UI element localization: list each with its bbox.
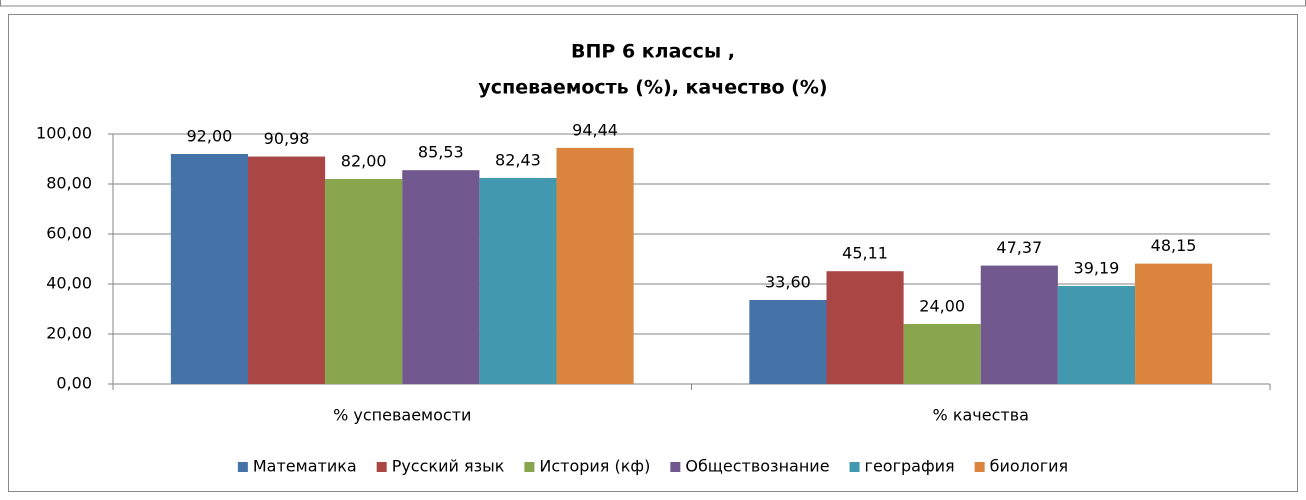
value-label: 48,15 (1151, 236, 1197, 255)
y-tick-label: 80,00 (46, 174, 92, 193)
legend-swatch (849, 462, 860, 472)
bar (826, 271, 904, 384)
value-label: 90,98 (264, 129, 310, 148)
bar (325, 179, 403, 384)
value-label: 85,53 (418, 143, 464, 162)
value-label: 82,43 (495, 150, 541, 169)
chart-title: успеваемость (%), качество (%) (478, 77, 827, 99)
bar (903, 324, 981, 384)
value-label: 39,19 (1074, 259, 1120, 278)
value-label: 94,44 (572, 120, 618, 139)
value-label: 33,60 (765, 273, 811, 292)
bar (1135, 263, 1213, 384)
legend-swatch (974, 462, 985, 472)
chart-title: ВПР 6 классы , (571, 41, 735, 63)
x-tick-label: % успеваемости (333, 406, 471, 425)
legend-label: биология (990, 457, 1069, 476)
bar (402, 170, 480, 384)
y-tick-label: 20,00 (46, 324, 92, 343)
value-label: 82,00 (341, 152, 387, 171)
legend-swatch (670, 462, 681, 472)
bar (980, 265, 1058, 384)
legend-swatch (524, 462, 535, 472)
value-label: 47,37 (996, 238, 1042, 257)
legend-swatch (376, 462, 387, 472)
bar (247, 156, 326, 384)
y-tick-label: 60,00 (46, 224, 92, 243)
legend-label: Русский язык (392, 457, 505, 476)
bar (1057, 286, 1136, 384)
legend-label: История (кф) (539, 457, 650, 476)
value-label: 45,11 (842, 244, 888, 263)
legend-label: Обществознание (685, 457, 829, 476)
value-label: 24,00 (919, 297, 965, 316)
y-tick-label: 100,00 (36, 124, 92, 143)
bar (556, 147, 634, 384)
legend-swatch (237, 462, 248, 472)
legend-label: Математика (253, 457, 357, 476)
outer-frame (0, 0, 1306, 7)
y-tick-label: 40,00 (46, 274, 92, 293)
legend-label: география (865, 457, 955, 476)
bar (749, 300, 827, 384)
y-tick-label: 0,00 (56, 374, 92, 393)
x-tick-label: % качества (933, 406, 1029, 425)
value-label: 92,00 (187, 127, 233, 146)
bar (170, 154, 248, 384)
bar (479, 177, 557, 384)
